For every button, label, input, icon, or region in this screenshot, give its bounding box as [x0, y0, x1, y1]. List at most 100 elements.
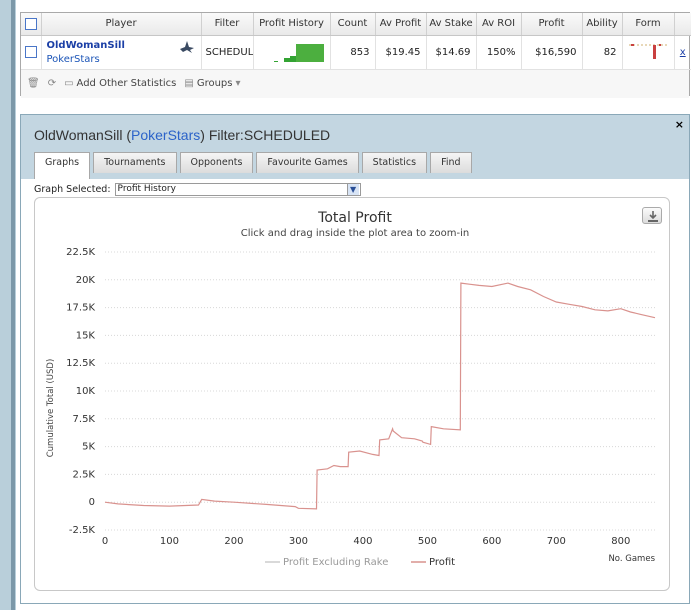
player-cell: OldWomanSill PokerStars [41, 35, 202, 70]
x-tick-label: 400 [353, 536, 372, 547]
y-tick-label: 17.5K [66, 303, 95, 314]
chart-subtitle: Click and drag inside the plot area to z… [241, 228, 469, 239]
add-statistics-button[interactable]: ▭ Add Other Statistics [64, 78, 176, 89]
x-tick-label: 700 [547, 536, 566, 547]
chevron-down-icon: ▼ [346, 184, 359, 195]
form-chart [628, 43, 669, 59]
groups-label: Groups [196, 78, 233, 89]
groups-dropdown[interactable]: ▤ Groups ▾ [184, 78, 240, 89]
y-tick-label: 0 [89, 497, 95, 508]
profit-sparkline-chart [273, 43, 324, 62]
col-header-profit-history[interactable]: Profit History [253, 13, 331, 36]
y-tick-label: 12.5K [66, 358, 95, 369]
col-header-av-profit[interactable]: Av Profit [375, 13, 427, 36]
tab-favourite-games[interactable]: Favourite Games [256, 152, 359, 173]
x-axis-label: No. Games [608, 554, 655, 564]
x-tick-label: 200 [224, 536, 243, 547]
popup-title-filter: Filter:SCHEDULED [208, 127, 331, 143]
download-chart-button[interactable] [642, 207, 662, 224]
download-icon [648, 211, 658, 222]
player-site-link[interactable]: PokerStars [46, 53, 100, 65]
tab-find[interactable]: Find [430, 152, 472, 173]
chevron-down-icon: ▾ [235, 78, 241, 89]
col-header-profit[interactable]: Profit [521, 13, 583, 36]
col-header-count[interactable]: Count [330, 13, 376, 36]
tab-tournaments[interactable]: Tournaments [93, 152, 177, 173]
y-tick-label: 20K [76, 275, 96, 286]
col-header-player[interactable]: Player [41, 13, 202, 36]
tab-opponents[interactable]: Opponents [179, 152, 254, 173]
av-stake-cell: $14.69 [426, 35, 477, 70]
x-tick-label: 800 [611, 536, 630, 547]
chart-grid [105, 251, 655, 531]
x-tick-label: 0 [102, 536, 108, 547]
av-roi-cell: 150% [476, 35, 522, 70]
profit-chart[interactable]: Total Profit Click and drag inside the p… [35, 198, 671, 592]
tab-graphs[interactable]: Graphs [34, 152, 91, 179]
graph-select-row: Graph Selected: Profit History ▼ [34, 183, 361, 196]
form-cell [622, 35, 675, 70]
col-header-filter[interactable]: Filter [201, 13, 254, 36]
trash-icon[interactable]: 🗑 [27, 78, 40, 89]
x-tick-label: 300 [289, 536, 308, 547]
popup-tabs: Graphs Tournaments Opponents Favourite G… [34, 152, 472, 179]
count-cell: 853 [330, 35, 376, 70]
table-row: OldWomanSill PokerStars SCHEDULED 853 $1… [21, 35, 691, 70]
popup-title-player: OldWomanSill [34, 127, 123, 143]
y-tick-label: 15K [76, 330, 96, 341]
add-statistics-label: Add Other Statistics [76, 78, 177, 89]
y-tick-label: 5K [82, 442, 95, 453]
tab-statistics[interactable]: Statistics [361, 152, 428, 173]
graph-select-value: Profit History [117, 184, 176, 194]
y-tick-label: 22.5K [66, 247, 95, 258]
chart-legend: Profit Excluding Rake Profit [265, 557, 455, 568]
row-checkbox-cell[interactable] [21, 35, 42, 70]
stats-toolbar: 🗑 ⟳ ▭ Add Other Statistics ▤ Groups ▾ [21, 69, 689, 98]
profit-cell: $16,590 [521, 35, 583, 70]
legend-label-profit[interactable]: Profit [429, 557, 455, 568]
y-tick-label: 2.5K [73, 469, 96, 480]
popup-title: OldWomanSill (PokerStars) Filter:SCHEDUL… [34, 127, 331, 143]
shark-icon [179, 40, 194, 53]
profit-history-sparkline[interactable] [253, 35, 331, 70]
legend-label-profit-excluding-rake[interactable]: Profit Excluding Rake [283, 557, 388, 568]
refresh-icon[interactable]: ⟳ [47, 78, 57, 89]
col-header-av-stake[interactable]: Av Stake [426, 13, 477, 36]
stats-header-row: Player Filter Profit History Count Av Pr… [21, 13, 691, 36]
col-header-form[interactable]: Form [622, 13, 675, 36]
graph-select-dropdown[interactable]: Profit History ▼ [114, 183, 361, 196]
select-all-checkbox-cell[interactable] [21, 13, 42, 36]
col-header-remove [674, 13, 691, 36]
groups-icon: ▤ [184, 78, 194, 89]
y-tick-label: 7.5K [73, 414, 96, 425]
ability-cell: 82 [582, 35, 623, 70]
col-header-av-roi[interactable]: Av ROI [476, 13, 522, 36]
y-tick-labels: -2.5K 0 2.5K 5K 7.5K 10K 12.5K 15K 17.5K 20K 22.5K [66, 247, 95, 536]
row-checkbox[interactable] [24, 46, 37, 58]
stats-table-panel: Player Filter Profit History Count Av Pr… [20, 12, 691, 98]
av-profit-cell: $19.45 [375, 35, 427, 70]
x-tick-labels: 0 100 200 300 400 500 600 700 800 [102, 536, 631, 547]
y-tick-label: 10K [76, 386, 96, 397]
popup-header: OldWomanSill (PokerStars) Filter:SCHEDUL… [21, 115, 689, 179]
chart-title: Total Profit [317, 210, 392, 226]
popup-title-site[interactable]: PokerStars [131, 127, 201, 143]
x-tick-label: 100 [160, 536, 179, 547]
stats-table: Player Filter Profit History Count Av Pr… [21, 13, 691, 70]
filter-cell: SCHEDULED [201, 35, 254, 70]
left-panel-edge [0, 0, 16, 610]
profit-series-line [104, 282, 656, 510]
graph-selected-label: Graph Selected: [34, 184, 111, 195]
y-axis-label: Cumulative Total (USD) [46, 359, 56, 458]
add-columns-icon: ▭ [64, 78, 74, 89]
col-header-ability[interactable]: Ability [582, 13, 623, 36]
x-tick-label: 500 [418, 536, 437, 547]
remove-row-link[interactable]: x [674, 35, 691, 70]
player-detail-popup: OldWomanSill (PokerStars) Filter:SCHEDUL… [20, 114, 690, 604]
select-all-checkbox[interactable] [24, 17, 37, 30]
y-tick-label: -2.5K [69, 525, 96, 536]
x-tick-label: 600 [482, 536, 501, 547]
player-name-link[interactable]: OldWomanSill [46, 39, 125, 51]
close-popup-button[interactable]: × [674, 118, 684, 131]
chart-frame: Total Profit Click and drag inside the p… [34, 197, 670, 591]
